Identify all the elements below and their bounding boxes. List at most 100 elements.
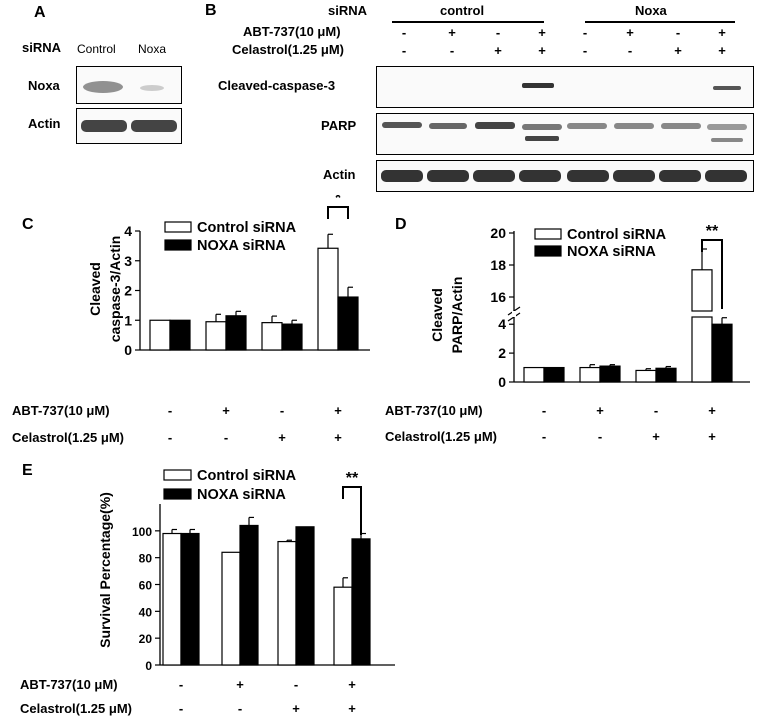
legend-swatch <box>164 221 192 233</box>
condition-symbol: - <box>179 701 183 716</box>
panel-d-letter: D <box>395 216 407 233</box>
panel-b-blot-parp <box>376 113 754 155</box>
panel-b-treatment-symbol: - <box>449 43 455 58</box>
condition-symbol: + <box>278 430 286 445</box>
panel-a-blot-actin <box>76 108 182 144</box>
band <box>659 170 701 182</box>
bar <box>239 524 259 666</box>
band <box>711 138 743 142</box>
panel-a-lane-noxa: Noxa <box>138 42 167 56</box>
condition-symbol: - <box>168 430 172 445</box>
condition-symbol: + <box>334 430 342 445</box>
legend-swatch <box>163 488 192 500</box>
panel-b-blot-actin <box>376 160 754 192</box>
y-tick-label: 18 <box>490 257 506 273</box>
bar <box>635 369 657 383</box>
significance-bracket <box>701 239 723 309</box>
condition-symbol: + <box>708 429 716 444</box>
y-tick-label: 3 <box>124 253 132 269</box>
panel-c-letter: C <box>22 216 34 233</box>
panel-b-treatment-symbol: - <box>401 25 407 40</box>
band <box>519 170 561 182</box>
panel-b-blot-cleaved-caspase <box>376 66 754 108</box>
panel-a-sirna-label: siRNA <box>22 40 62 55</box>
y-axis-label: caspase-3/Actin <box>107 236 123 343</box>
panel-e-chart: 0 20 40 60 80 100 Survival Percentage(%) ** Cont… <box>20 468 395 716</box>
panel-a-blot-noxa <box>76 66 182 104</box>
significance-bracket <box>342 486 362 535</box>
condition-symbol: - <box>224 430 228 445</box>
condition-symbol: - <box>294 677 298 692</box>
legend-swatch <box>164 239 192 251</box>
y-axis-label: Survival Percentage(%) <box>97 492 113 648</box>
panel-b-treatment-symbol: + <box>538 43 546 58</box>
condition-symbol: - <box>598 429 602 444</box>
panel-b-treatment-symbol: + <box>538 25 546 40</box>
y-axis-label: Cleaved <box>429 288 445 342</box>
condition-label: Celastrol(1.25 μM) <box>385 429 497 444</box>
band <box>567 170 609 182</box>
significance-bracket <box>327 206 349 219</box>
bar <box>281 323 303 351</box>
condition-symbol: + <box>652 429 660 444</box>
condition-symbol: + <box>236 677 244 692</box>
panel-b-treatment-symbol: - <box>675 25 681 40</box>
y-tick-label: 4 <box>498 316 506 332</box>
band <box>83 81 123 93</box>
panel-b-treatment-symbol: + <box>448 25 456 40</box>
legend-label: Control siRNA <box>567 227 667 243</box>
condition-label: Celastrol(1.25 μM) <box>12 430 124 445</box>
condition-symbol: - <box>542 403 546 418</box>
bar <box>295 526 315 666</box>
bar <box>162 532 182 666</box>
band <box>661 123 701 129</box>
condition-symbol: - <box>654 403 658 418</box>
significance-label: ** <box>346 470 359 487</box>
panel-b-treatment-abt: ABT-737(10 μM) <box>243 24 341 39</box>
band <box>613 170 655 182</box>
legend-label: Control siRNA <box>197 468 297 484</box>
panel-b-treatment-symbol: + <box>674 43 682 58</box>
bar <box>691 269 713 312</box>
panel-a-blot-label-noxa: Noxa <box>28 78 60 93</box>
panel-b-blot-label-actin: Actin <box>323 167 356 182</box>
legend-swatch <box>534 228 562 240</box>
panel-b-group-line-control <box>392 21 544 23</box>
panel-a-letter: A <box>34 4 46 21</box>
panel-b-treatment-celastrol: Celastrol(1.25 μM) <box>232 42 344 57</box>
band <box>614 123 654 129</box>
condition-symbol: + <box>596 403 604 418</box>
bar <box>655 367 677 383</box>
panel-d-chart: 0 2 4 16 18 20 Cleaved PARP/Actin ** Control siRN… <box>385 223 750 444</box>
y-tick-label: 20 <box>490 225 506 241</box>
bar <box>205 321 227 351</box>
panel-b-treatment-symbol: - <box>582 25 588 40</box>
band <box>131 120 177 132</box>
bar <box>149 319 171 351</box>
y-tick-label: 1 <box>124 312 132 328</box>
condition-symbol: - <box>168 403 172 418</box>
y-tick-label: 16 <box>490 289 506 305</box>
condition-symbol: - <box>542 429 546 444</box>
bar <box>711 323 733 383</box>
bar <box>169 319 191 351</box>
panel-b-treatment-symbol: + <box>718 43 726 58</box>
condition-label: Celastrol(1.25 μM) <box>20 701 132 716</box>
bar <box>523 366 545 383</box>
panel-b-treatment-symbol: + <box>626 25 634 40</box>
condition-symbol: - <box>179 677 183 692</box>
bar <box>221 551 241 666</box>
panel-b-treatment-symbol: + <box>718 25 726 40</box>
y-tick-label: 2 <box>124 283 132 299</box>
legend-swatch <box>163 469 192 481</box>
bar <box>579 366 601 383</box>
bar <box>261 322 283 351</box>
condition-symbol: + <box>334 403 342 418</box>
legend-label: NOXA siRNA <box>197 487 286 503</box>
condition-label: ABT-737(10 μM) <box>12 403 110 418</box>
panel-e-letter: E <box>22 462 33 479</box>
panel-c-chart: 0 1 2 3 4 Cleaved caspase-3/Actin * Control siRN… <box>12 195 370 445</box>
band <box>473 170 515 182</box>
panel-a-blot-label-actin: Actin <box>28 116 61 131</box>
condition-symbol: + <box>222 403 230 418</box>
